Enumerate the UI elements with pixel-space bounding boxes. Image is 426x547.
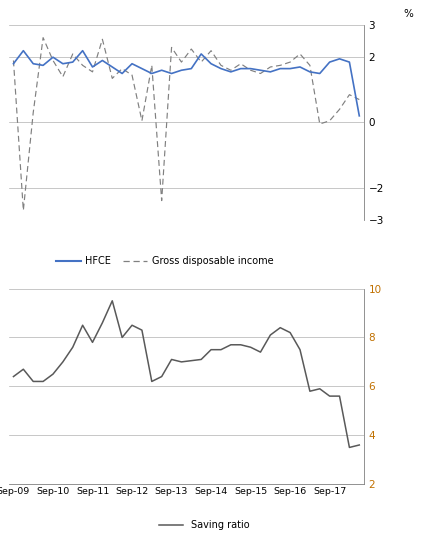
Text: %: %: [403, 9, 413, 19]
Legend: Saving ratio: Saving ratio: [155, 516, 253, 534]
Legend: HFCE, Gross disposable income: HFCE, Gross disposable income: [52, 252, 278, 270]
